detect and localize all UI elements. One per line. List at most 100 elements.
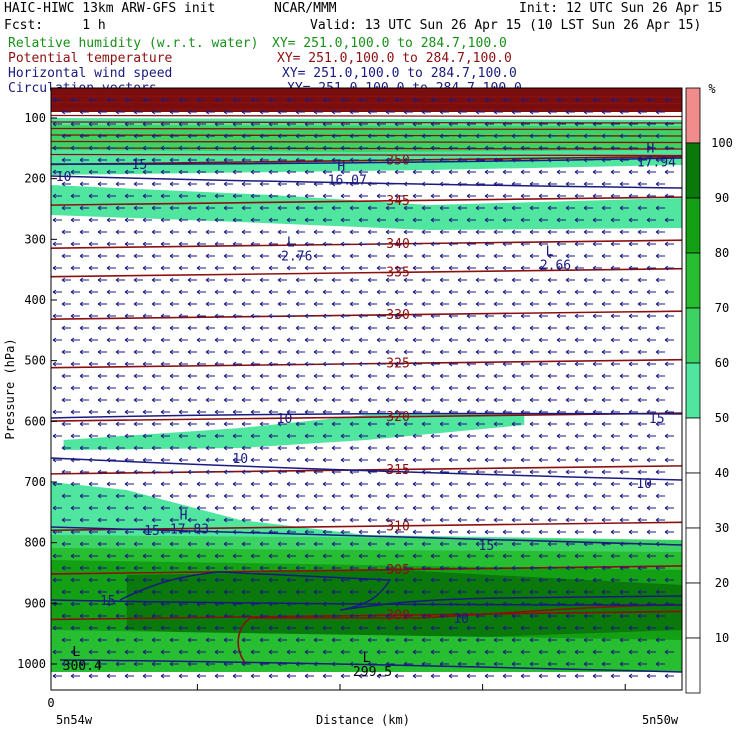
circulation-vector bbox=[457, 397, 467, 403]
circulation-vector bbox=[106, 265, 116, 271]
circulation-vector bbox=[457, 373, 467, 379]
circulation-vector bbox=[610, 193, 620, 199]
circulation-vector bbox=[295, 229, 305, 235]
circulation-vector bbox=[529, 181, 539, 187]
circulation-vector bbox=[250, 505, 260, 511]
circulation-vector bbox=[232, 601, 242, 607]
circulation-vector bbox=[124, 529, 134, 535]
circulation-vector bbox=[97, 421, 107, 427]
circulation-vector bbox=[115, 277, 125, 283]
circulation-vector bbox=[358, 649, 368, 655]
circulation-vector bbox=[106, 361, 116, 367]
circulation-vector bbox=[142, 385, 152, 391]
circulation-vector bbox=[79, 613, 89, 619]
circulation-vector bbox=[367, 277, 377, 283]
colorbar-label-60: 60 bbox=[715, 356, 729, 370]
circulation-vector bbox=[430, 217, 440, 223]
circulation-vector bbox=[646, 121, 656, 127]
circulation-vector bbox=[664, 553, 674, 559]
circulation-vector bbox=[358, 337, 368, 343]
circulation-vector bbox=[331, 613, 341, 619]
circulation-vector bbox=[205, 109, 215, 115]
circulation-vector bbox=[412, 553, 422, 559]
circulation-vector bbox=[286, 169, 296, 175]
circulation-vector bbox=[70, 241, 80, 247]
circulation-vector bbox=[601, 397, 611, 403]
circulation-vector bbox=[457, 349, 467, 355]
circulation-vector bbox=[313, 589, 323, 595]
circulation-vector bbox=[88, 313, 98, 319]
circulation-vector bbox=[214, 289, 224, 295]
circulation-vector bbox=[637, 229, 647, 235]
circulation-vector bbox=[115, 397, 125, 403]
circulation-vector bbox=[214, 529, 224, 535]
circulation-vector bbox=[385, 421, 395, 427]
circulation-vector bbox=[322, 553, 332, 559]
circulation-vector bbox=[187, 493, 197, 499]
circulation-vector bbox=[187, 541, 197, 547]
circulation-vector bbox=[115, 349, 125, 355]
circulation-vector bbox=[205, 421, 215, 427]
circulation-vector bbox=[421, 349, 431, 355]
circulation-vector bbox=[169, 349, 179, 355]
extremum-kind-5: L bbox=[72, 645, 80, 660]
circulation-vector bbox=[151, 349, 161, 355]
circulation-vector bbox=[241, 589, 251, 595]
circulation-vector bbox=[385, 445, 395, 451]
circulation-vector bbox=[466, 169, 476, 175]
circulation-vector bbox=[511, 109, 521, 115]
circulation-vector bbox=[196, 577, 206, 583]
circulation-vector bbox=[97, 349, 107, 355]
circulation-vector bbox=[529, 565, 539, 571]
circulation-vector bbox=[259, 469, 269, 475]
circulation-vector bbox=[322, 577, 332, 583]
circulation-vector bbox=[475, 277, 485, 283]
circulation-vector bbox=[466, 433, 476, 439]
circulation-vector bbox=[61, 133, 71, 139]
circulation-vector bbox=[106, 169, 116, 175]
circulation-vector bbox=[340, 625, 350, 631]
circulation-vector bbox=[106, 433, 116, 439]
circulation-vector bbox=[439, 565, 449, 571]
circulation-vector bbox=[61, 421, 71, 427]
circulation-vector bbox=[484, 121, 494, 127]
circulation-vector bbox=[403, 253, 413, 259]
circulation-vector bbox=[142, 649, 152, 655]
circulation-vector bbox=[520, 625, 530, 631]
circulation-vector bbox=[178, 601, 188, 607]
circulation-vector bbox=[70, 649, 80, 655]
colorbar-segment bbox=[685, 417, 701, 474]
circulation-vector bbox=[160, 289, 170, 295]
circulation-vector bbox=[187, 397, 197, 403]
circulation-vector bbox=[358, 265, 368, 271]
extremum-value-3: 17.94 bbox=[637, 155, 676, 170]
circulation-vector bbox=[358, 217, 368, 223]
circulation-vector bbox=[79, 397, 89, 403]
circulation-vector bbox=[394, 649, 404, 655]
circulation-vector bbox=[520, 481, 530, 487]
circulation-vector bbox=[367, 253, 377, 259]
circulation-vector bbox=[592, 481, 602, 487]
circulation-vector bbox=[556, 193, 566, 199]
circulation-vector bbox=[232, 241, 242, 247]
circulation-vector bbox=[322, 601, 332, 607]
circulation-vector bbox=[151, 133, 161, 139]
circulation-vector bbox=[277, 589, 287, 595]
circulation-vector bbox=[538, 265, 548, 271]
circulation-vector bbox=[214, 433, 224, 439]
circulation-vector bbox=[547, 157, 557, 163]
circulation-vector bbox=[295, 637, 305, 643]
circulation-vector bbox=[106, 193, 116, 199]
circulation-vector bbox=[223, 445, 233, 451]
circulation-vector bbox=[61, 541, 71, 547]
circulation-vector bbox=[52, 529, 62, 535]
circulation-vector bbox=[331, 277, 341, 283]
circulation-vector bbox=[61, 517, 71, 523]
circulation-vector bbox=[520, 313, 530, 319]
circulation-vector bbox=[385, 661, 395, 667]
circulation-vector bbox=[511, 133, 521, 139]
circulation-vector bbox=[403, 349, 413, 355]
circulation-vector bbox=[538, 169, 548, 175]
circulation-vector bbox=[520, 505, 530, 511]
circulation-vector bbox=[115, 373, 125, 379]
